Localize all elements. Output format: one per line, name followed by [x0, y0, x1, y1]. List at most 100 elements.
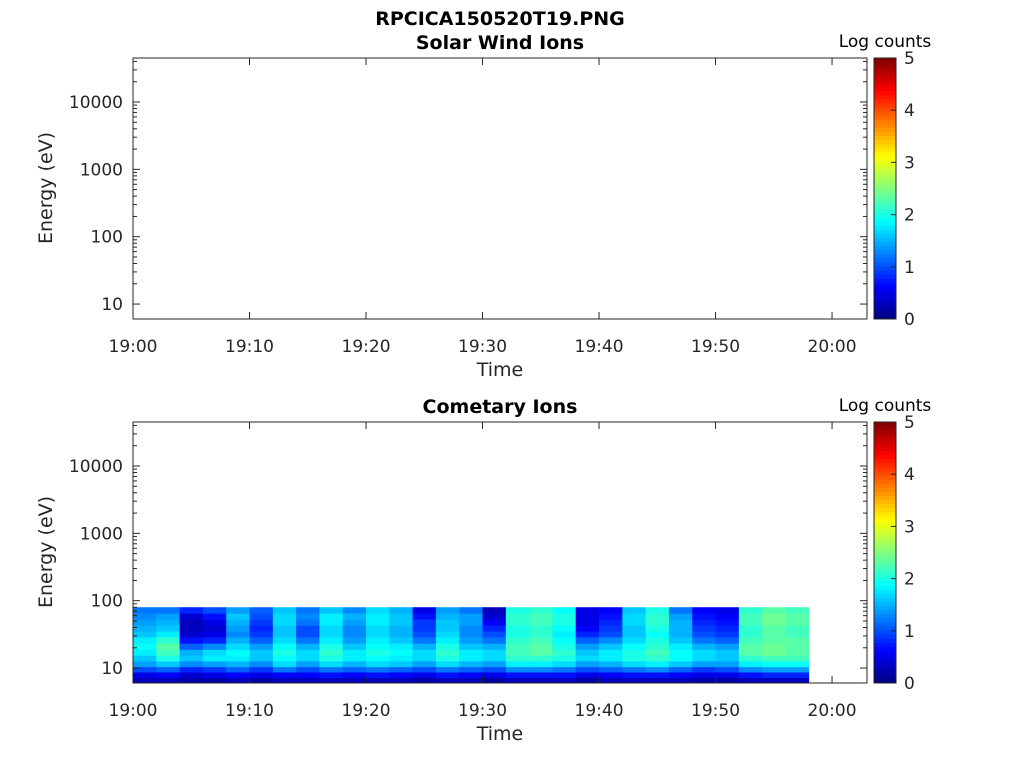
colorbar-segment	[874, 253, 896, 259]
x-axis: 19:00 19:10 19:20 19:30 19:40 19:50 20:00	[109, 422, 857, 721]
colorbar-segment	[874, 589, 896, 594]
colorbar-segment	[874, 434, 896, 439]
heatmap-cell	[622, 643, 647, 650]
heatmap-cell	[156, 613, 180, 620]
heatmap-cell	[668, 607, 693, 614]
heatmap-cell	[133, 649, 157, 656]
heatmap-cell	[529, 661, 553, 668]
colorbar-segment	[874, 306, 896, 312]
colorbar-segment	[874, 511, 896, 517]
colorbar-segment	[874, 310, 896, 316]
heatmap-cell	[575, 637, 600, 644]
colorbar-segment	[874, 151, 896, 157]
heatmap-cell	[435, 613, 460, 620]
heatmap-cell	[133, 625, 157, 632]
colorbar-segment	[874, 217, 896, 222]
heatmap-cell	[179, 655, 204, 662]
colorbar-segment	[874, 438, 896, 443]
colorbar-segment	[874, 90, 896, 96]
heatmap-cell	[202, 631, 227, 638]
heatmap-cell	[249, 625, 274, 632]
heatmap-cell	[389, 649, 414, 656]
heatmap-cell	[342, 655, 367, 662]
heatmap-cell	[389, 637, 414, 644]
x-tick-label: 19:40	[575, 701, 624, 721]
heatmap-cell	[529, 631, 553, 638]
colorbar-segment	[874, 212, 896, 218]
colorbar-segment	[874, 298, 896, 304]
heatmap-cell	[575, 677, 600, 684]
colorbar-segment	[874, 442, 896, 447]
heatmap-cell	[762, 637, 786, 644]
heatmap-cell	[529, 666, 553, 673]
colorbar-segment	[874, 629, 896, 635]
heatmap-cell	[762, 649, 786, 656]
heatmap-cell	[296, 655, 320, 662]
colorbar-segment	[874, 454, 896, 460]
heatmap-cell	[272, 607, 297, 614]
heatmap-cell	[412, 655, 437, 662]
heatmap-cell	[179, 672, 204, 679]
heatmap-cell	[133, 607, 157, 614]
heatmap-cell	[505, 661, 530, 668]
heatmap-cell	[622, 672, 647, 679]
heatmap-cell	[226, 649, 250, 656]
colorbar-segment	[874, 475, 896, 480]
heatmap-cell	[738, 613, 763, 620]
heatmap-cell	[715, 625, 740, 632]
heatmap-cell	[622, 619, 647, 626]
heatmap-cell	[575, 643, 600, 650]
x-tick-label: 19:30	[458, 701, 507, 721]
panel-title: Cometary Ions	[423, 396, 578, 418]
heatmap-cell	[552, 666, 577, 673]
colorbar-segment	[874, 568, 896, 574]
heatmap-cell	[319, 677, 344, 684]
colorbar-label: Log counts	[839, 396, 932, 416]
colorbar: 0 1 2 3 4 5	[873, 413, 915, 694]
heatmap-cell	[529, 625, 553, 632]
heatmap-cell	[272, 672, 297, 679]
heatmap-cell	[202, 661, 227, 668]
heatmap-cell	[459, 625, 483, 632]
heatmap-cell	[599, 613, 623, 620]
colorbar-segment	[874, 564, 896, 570]
colorbar-segment	[874, 532, 896, 537]
colorbar-frame	[873, 57, 897, 320]
heatmap-cell	[785, 666, 810, 673]
heatmap-cell	[389, 613, 414, 620]
heatmap-cell	[482, 613, 507, 620]
heatmap-cell	[272, 649, 297, 656]
x-tick-label: 19:50	[691, 701, 740, 721]
heatmap-cell	[389, 607, 414, 614]
colorbar-segment	[874, 237, 896, 243]
heatmap-cell	[482, 643, 507, 650]
heatmap-cell	[342, 631, 367, 638]
heatmap-cell	[668, 655, 693, 662]
heatmap-cell	[529, 619, 553, 626]
heatmap-cell	[762, 619, 786, 626]
heatmap-cell	[622, 607, 647, 614]
heatmap-cell	[482, 607, 507, 614]
heatmap-cell	[296, 666, 320, 673]
heatmap-cell	[202, 666, 227, 673]
colorbar-tick-label: 5	[904, 413, 915, 433]
heatmap-cell	[505, 607, 530, 614]
heatmap-cell	[389, 661, 414, 668]
heatmap-cell	[459, 655, 483, 662]
heatmap-cell	[599, 672, 623, 679]
colorbar-segment	[874, 188, 896, 194]
heatmap-cell	[319, 625, 344, 632]
colorbar-segment	[874, 548, 896, 553]
heatmap-cell	[668, 661, 693, 668]
heatmap-cell	[272, 619, 297, 626]
heatmap-cell	[296, 613, 320, 620]
heatmap-cell	[552, 613, 577, 620]
heatmap-cell	[692, 661, 716, 668]
heatmap-cell	[156, 661, 180, 668]
plot-frame	[132, 57, 868, 320]
colorbar-segment	[874, 221, 896, 226]
colorbar-segment	[874, 634, 896, 639]
heatmap-cell	[179, 625, 204, 632]
y-tick-label: 100	[91, 228, 123, 248]
